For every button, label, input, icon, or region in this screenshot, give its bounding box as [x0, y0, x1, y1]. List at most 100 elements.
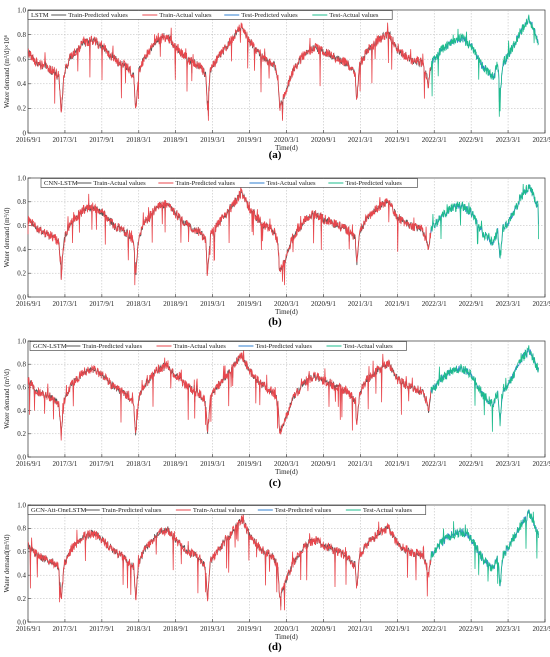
- y-tick-label: 1.0: [17, 6, 26, 14]
- x-tick-label: 2018/9/1: [163, 136, 188, 144]
- legend-box: [40, 178, 418, 188]
- x-tick-label: 2022/3/1: [422, 625, 447, 633]
- legend-title: GCN-Att-OneLSTM: [31, 507, 86, 514]
- panel-b: 0.0 0.2 0.4 0.6 0.8 1.0 2016/9/1 2017/3/1 2017/9…: [3, 174, 550, 328]
- x-tick-label: 2018/3/1: [126, 136, 151, 144]
- x-tick-label: 2017/3/1: [52, 300, 77, 308]
- x-tick-label: 2022/3/1: [422, 136, 447, 144]
- series-line-train-actual-values: [27, 508, 432, 611]
- x-tick-label: 2016/9/1: [16, 136, 41, 144]
- y-tick-label: 0.0: [17, 293, 26, 301]
- x-tick-label: 2021/9/1: [385, 300, 410, 308]
- y-tick-label: 1.0: [17, 337, 26, 345]
- legend-label: Train-Predicted values: [68, 12, 128, 19]
- x-tick-label: 2023/9/1: [533, 625, 550, 633]
- y-tick-label: 0.0: [17, 453, 26, 461]
- x-tick-label: 2023/3/1: [496, 136, 521, 144]
- x-tick-label: 2021/3/1: [348, 136, 373, 144]
- legend-label: Train-Predicted values: [82, 343, 142, 350]
- x-tick-label: 2023/9/1: [533, 460, 550, 468]
- panel-caption: (a): [269, 149, 282, 161]
- panel-d: 0.0 0.2 0.4 0.6 0.8 1.0 2016/9/1 2017/3/1 2017/9…: [3, 501, 550, 653]
- x-tick-label: 2021/9/1: [385, 136, 410, 144]
- x-tick-label: 2019/9/1: [237, 625, 262, 633]
- y-tick-label: 1.0: [17, 501, 26, 509]
- x-tick-label: 2019/3/1: [200, 300, 225, 308]
- series-line-train-predicted-values: [27, 181, 432, 286]
- x-tick-label: 2022/9/1: [459, 460, 484, 468]
- x-tick-label: 2020/3/1: [274, 300, 299, 308]
- y-tick-label: 0.8: [17, 361, 26, 369]
- x-tick-label: 2018/3/1: [126, 625, 151, 633]
- x-axis-title: Time(d): [275, 308, 298, 316]
- y-tick-label: 0.8: [17, 31, 26, 39]
- x-tick-label: 2021/3/1: [348, 460, 373, 468]
- legend-label: Train-Actual values: [193, 507, 246, 514]
- x-tick-label: 2023/3/1: [496, 460, 521, 468]
- y-tick-label: 0: [23, 129, 27, 137]
- x-tick-label: 2017/9/1: [89, 300, 114, 308]
- legend-box: [29, 341, 407, 351]
- legend-box: [27, 505, 427, 515]
- x-tick-label: 2021/3/1: [348, 300, 373, 308]
- panel-caption: (d): [268, 641, 282, 653]
- x-tick-label: 2023/9/1: [533, 300, 550, 308]
- x-tick-label: 2018/9/1: [163, 625, 188, 633]
- panel-caption: (b): [268, 316, 282, 328]
- x-tick-label: 2022/3/1: [422, 460, 447, 468]
- legend-label: Test-Predicted values: [345, 180, 402, 187]
- x-tick-label: 2017/9/1: [89, 625, 114, 633]
- x-tick-label: 2022/3/1: [422, 300, 447, 308]
- legend-label: Test-Predicted values: [255, 343, 312, 350]
- y-tick-label: 0.8: [17, 525, 26, 533]
- x-tick-label: 2022/9/1: [459, 625, 484, 633]
- x-tick-label: 2019/3/1: [200, 460, 225, 468]
- panel-c: 0.0 0.2 0.4 0.6 0.8 1.0 2016/9/1 2017/3/1 2017/9…: [3, 337, 550, 489]
- y-tick-label: 0.8: [17, 198, 26, 206]
- x-tick-label: 2023/3/1: [496, 625, 521, 633]
- x-axis-title: Time(d): [275, 144, 298, 152]
- legend-label: Test-Predicted values: [241, 12, 298, 19]
- y-tick-label: 1.0: [17, 174, 26, 182]
- legend-label: Test-Actual values: [266, 180, 316, 187]
- panel-a: 0 0.2 0.4 0.6 0.8 1.0 2016/9/1 2017/3/1 2017/9/1…: [3, 6, 550, 161]
- x-tick-label: 2020/9/1: [311, 300, 336, 308]
- legend-title: CNN-LSTM: [44, 180, 78, 187]
- x-tick-label: 2020/9/1: [311, 136, 336, 144]
- x-tick-label: 2018/3/1: [126, 460, 151, 468]
- y-tick-label: 0.4: [17, 572, 26, 580]
- x-tick-label: 2017/9/1: [89, 460, 114, 468]
- x-tick-label: 2016/9/1: [16, 300, 41, 308]
- y-tick-label: 0.0: [17, 618, 26, 626]
- legend-title: GCN-LSTM: [33, 343, 67, 350]
- series-line-train-actual-values: [27, 22, 432, 121]
- x-tick-label: 2019/9/1: [237, 136, 262, 144]
- series-line-test-actual-values: [430, 14, 539, 117]
- legend-title: LSTM: [31, 12, 49, 19]
- y-tick-label: 0.4: [17, 407, 26, 415]
- y-tick-label: 0.6: [17, 56, 26, 64]
- legend-label: Train-Actual values: [93, 180, 146, 187]
- x-tick-label: 2022/9/1: [459, 300, 484, 308]
- series-line-test-predicted-values: [430, 183, 539, 259]
- series-line-test-actual-values: [430, 509, 539, 587]
- x-tick-label: 2020/3/1: [274, 136, 299, 144]
- series-line-test-actual-values: [430, 345, 539, 432]
- x-tick-label: 2017/3/1: [52, 460, 77, 468]
- x-tick-label: 2019/9/1: [237, 460, 262, 468]
- y-axis-title: Water demand (m³/d): [3, 368, 11, 429]
- x-axis-title: Time(d): [275, 468, 298, 476]
- legend-label: Train-Predicted values: [102, 507, 162, 514]
- x-tick-label: 2021/9/1: [385, 625, 410, 633]
- x-tick-label: 2019/9/1: [237, 300, 262, 308]
- x-tick-label: 2018/3/1: [126, 300, 151, 308]
- x-axis-title: Time(d): [275, 633, 298, 641]
- legend-box: [27, 10, 393, 20]
- x-tick-label: 2020/9/1: [311, 625, 336, 633]
- x-tick-label: 2021/9/1: [385, 460, 410, 468]
- y-tick-label: 0.6: [17, 548, 26, 556]
- x-tick-label: 2020/3/1: [274, 625, 299, 633]
- x-tick-label: 2020/9/1: [311, 460, 336, 468]
